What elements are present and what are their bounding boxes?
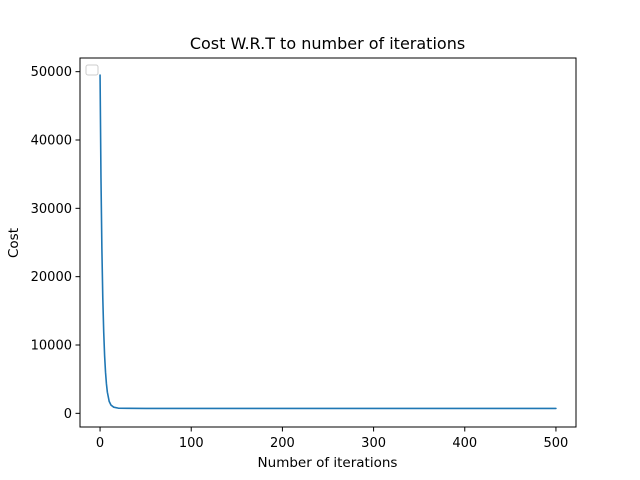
legend-box [85, 64, 99, 76]
y-axis-label: Cost [6, 228, 22, 258]
cost-series-line [99, 74, 557, 410]
plot-layer [99, 74, 557, 410]
x-tick-label: 500 [544, 436, 569, 451]
x-tick-label: 100 [179, 436, 204, 451]
y-tick-label: 40000 [31, 134, 72, 149]
chart-title: Cost W.R.T to number of iterations [190, 34, 465, 53]
x-tick-label: 200 [270, 436, 295, 451]
x-tick-label: 400 [452, 436, 477, 451]
y-tick-label: 10000 [31, 339, 72, 354]
y-tick-label: 20000 [31, 270, 72, 285]
y-tick-label: 0 [64, 407, 72, 422]
y-axis: 0 10000 20000 30000 40000 50000 [31, 65, 80, 422]
x-tick-label: 0 [96, 436, 104, 451]
x-axis: 0 100 200 300 400 500 [96, 427, 568, 451]
x-tick-label: 300 [361, 436, 386, 451]
plot-frame [79, 57, 577, 428]
y-tick-label: 50000 [31, 65, 72, 80]
x-axis-label: Number of iterations [258, 455, 398, 471]
y-tick-label: 30000 [31, 202, 72, 217]
legend [85, 64, 99, 76]
